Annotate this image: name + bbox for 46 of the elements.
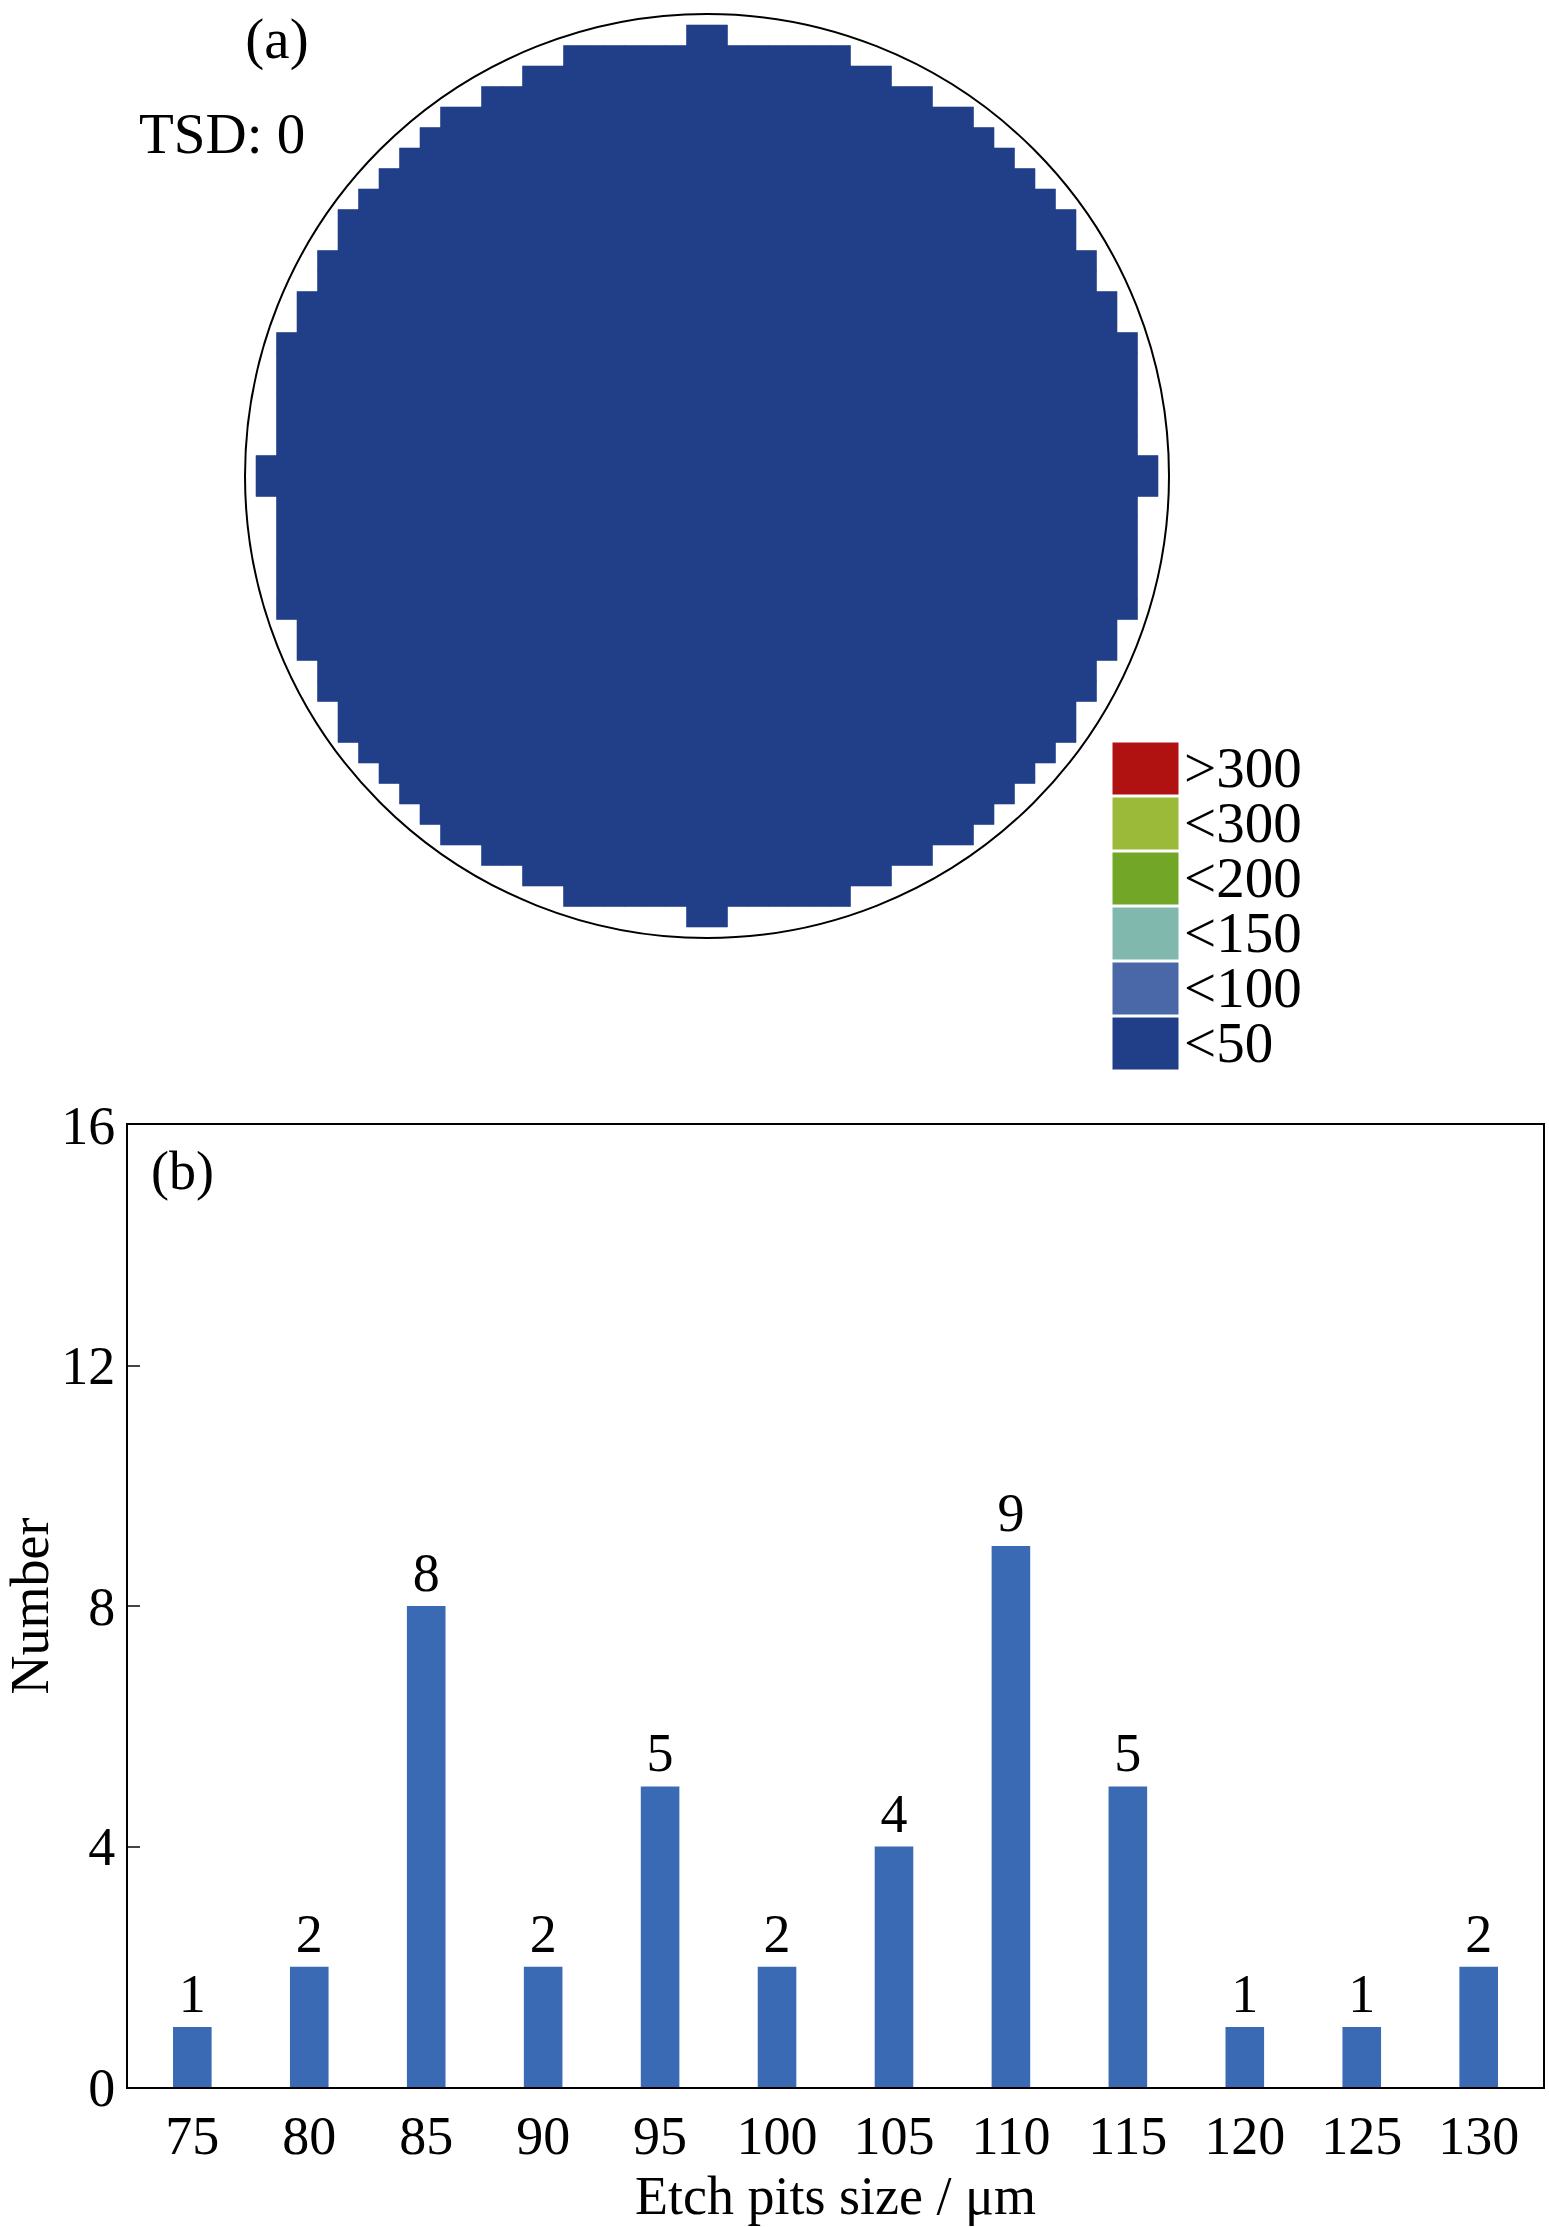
bar (640, 1786, 680, 2087)
x-tick-label: 105 (853, 2105, 935, 2166)
text: TSD: 0 (139, 102, 306, 165)
bar (289, 1966, 329, 2087)
bar (1225, 2026, 1265, 2087)
bar (757, 1966, 797, 2087)
bar (1342, 2026, 1382, 2087)
y-tick-label: 0 (88, 2057, 116, 2118)
data-label: 4 (880, 1783, 908, 1844)
x-tick-label: 80 (282, 2105, 337, 2166)
x-tick-label: 125 (1321, 2105, 1403, 2166)
data-label: 2 (1465, 1903, 1493, 1964)
y-tick-label: 8 (88, 1576, 116, 1637)
annotation: (b) (151, 1141, 214, 1201)
x-tick-label: 95 (633, 2105, 688, 2166)
data-label: 2 (763, 1903, 791, 1964)
bar (1108, 1786, 1148, 2087)
bar (173, 2026, 212, 2087)
data-label: 2 (295, 1903, 323, 1964)
bar (1459, 1966, 1498, 2087)
x-tick-label: 75 (165, 2105, 220, 2166)
text: (a) (245, 7, 309, 71)
bar (991, 1545, 1031, 2087)
data-label: 5 (1114, 1723, 1142, 1784)
x-tick-label: 100 (736, 2105, 818, 2166)
x-tick-label: 110 (971, 2105, 1051, 2166)
bar (874, 1846, 914, 2087)
data-label: 9 (997, 1482, 1025, 1543)
x-tick-label: 85 (399, 2105, 454, 2166)
data-label: 1 (178, 1963, 206, 2024)
x-tick-label: 90 (516, 2105, 571, 2166)
y-axis-title: Number (0, 1517, 60, 1695)
data-label: 8 (412, 1543, 440, 1603)
x-tick-label: 120 (1204, 2105, 1286, 2166)
y-tick-label: 4 (88, 1817, 116, 1878)
y-tick-label: 12 (61, 1336, 116, 1397)
x-axis-title: Etch pits size / μm (635, 2165, 1036, 2226)
x-tick-label: 130 (1438, 2105, 1520, 2166)
data-label: 5 (646, 1723, 674, 1784)
bar (523, 1966, 563, 2087)
y-tick-label: 16 (61, 1095, 116, 1156)
data-label: 1 (1348, 1963, 1376, 2024)
data-label: 1 (1231, 1963, 1259, 2024)
data-label: 2 (529, 1903, 557, 1964)
bar (406, 1606, 446, 2087)
x-tick-label: 115 (1088, 2105, 1168, 2166)
